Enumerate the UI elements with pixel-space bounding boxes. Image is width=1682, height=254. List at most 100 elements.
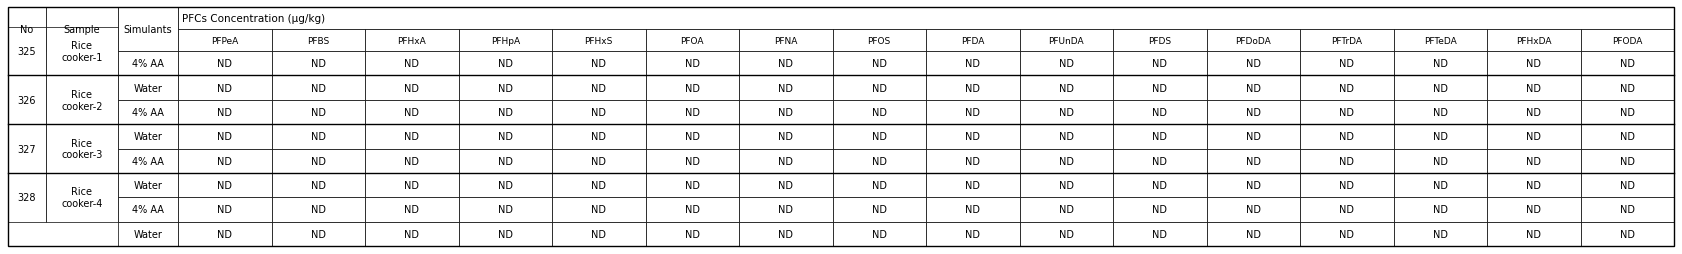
Text: ND: ND bbox=[1433, 83, 1448, 93]
Bar bbox=[118, 8, 178, 52]
Bar bbox=[738, 173, 833, 197]
Bar bbox=[1019, 52, 1113, 76]
Text: Simulants: Simulants bbox=[124, 25, 172, 35]
Text: ND: ND bbox=[404, 83, 419, 93]
Text: ND: ND bbox=[217, 180, 232, 190]
Bar bbox=[1581, 197, 1674, 222]
Text: 4% AA: 4% AA bbox=[133, 156, 163, 166]
Bar bbox=[1113, 173, 1206, 197]
Text: Rice
cooker-2: Rice cooker-2 bbox=[61, 90, 103, 111]
Text: PFDS: PFDS bbox=[1149, 36, 1171, 45]
Bar bbox=[45, 8, 118, 52]
Text: ND: ND bbox=[779, 132, 794, 142]
Bar bbox=[271, 173, 365, 197]
Bar bbox=[45, 27, 118, 76]
Text: ND: ND bbox=[404, 107, 419, 117]
Bar bbox=[552, 30, 646, 52]
Text: ND: ND bbox=[498, 83, 513, 93]
Text: ND: ND bbox=[498, 156, 513, 166]
Text: Water: Water bbox=[133, 83, 163, 93]
Bar bbox=[927, 222, 1019, 246]
Text: ND: ND bbox=[217, 205, 232, 215]
Text: ND: ND bbox=[1620, 229, 1635, 239]
Text: ND: ND bbox=[871, 132, 886, 142]
Bar bbox=[1113, 125, 1206, 149]
Bar bbox=[118, 173, 178, 197]
Text: ND: ND bbox=[1058, 132, 1073, 142]
Text: ND: ND bbox=[1152, 229, 1167, 239]
Text: ND: ND bbox=[965, 205, 981, 215]
Bar bbox=[365, 76, 459, 100]
Bar bbox=[927, 52, 1019, 76]
Text: PFPeA: PFPeA bbox=[212, 36, 239, 45]
Bar bbox=[1206, 30, 1300, 52]
Text: ND: ND bbox=[1339, 132, 1354, 142]
Bar bbox=[552, 100, 646, 125]
Text: 4% AA: 4% AA bbox=[133, 205, 163, 215]
Text: ND: ND bbox=[1246, 83, 1262, 93]
Text: ND: ND bbox=[1620, 132, 1635, 142]
Text: ND: ND bbox=[498, 107, 513, 117]
Bar bbox=[1113, 76, 1206, 100]
Text: PFHxDA: PFHxDA bbox=[1515, 36, 1551, 45]
Bar bbox=[1487, 197, 1581, 222]
Text: ND: ND bbox=[965, 156, 981, 166]
Bar bbox=[365, 173, 459, 197]
Bar bbox=[646, 76, 738, 100]
Text: 327: 327 bbox=[19, 144, 37, 154]
Bar bbox=[365, 149, 459, 173]
Bar bbox=[1393, 100, 1487, 125]
Text: ND: ND bbox=[1246, 180, 1262, 190]
Bar bbox=[738, 100, 833, 125]
Bar bbox=[1300, 125, 1393, 149]
Text: ND: ND bbox=[685, 229, 700, 239]
Bar bbox=[1206, 222, 1300, 246]
Text: ND: ND bbox=[1339, 107, 1354, 117]
Text: ND: ND bbox=[1526, 180, 1541, 190]
Text: ND: ND bbox=[1433, 107, 1448, 117]
Bar bbox=[45, 76, 118, 125]
Text: ND: ND bbox=[1526, 229, 1541, 239]
Bar bbox=[178, 30, 271, 52]
Text: ND: ND bbox=[1526, 132, 1541, 142]
Bar bbox=[1393, 30, 1487, 52]
Text: ND: ND bbox=[592, 180, 606, 190]
Text: ND: ND bbox=[685, 83, 700, 93]
Bar bbox=[1300, 149, 1393, 173]
Text: ND: ND bbox=[1058, 156, 1073, 166]
Bar bbox=[1393, 173, 1487, 197]
Bar bbox=[646, 30, 738, 52]
Bar bbox=[646, 100, 738, 125]
Bar bbox=[552, 52, 646, 76]
Text: ND: ND bbox=[311, 156, 326, 166]
Bar bbox=[1019, 125, 1113, 149]
Text: ND: ND bbox=[592, 107, 606, 117]
Bar bbox=[738, 222, 833, 246]
Text: ND: ND bbox=[1339, 229, 1354, 239]
Bar bbox=[271, 125, 365, 149]
Text: ND: ND bbox=[1620, 83, 1635, 93]
Bar bbox=[1113, 30, 1206, 52]
Bar bbox=[118, 222, 178, 246]
Text: 4% AA: 4% AA bbox=[133, 59, 163, 69]
Bar bbox=[738, 125, 833, 149]
Bar bbox=[118, 100, 178, 125]
Bar bbox=[1393, 149, 1487, 173]
Text: ND: ND bbox=[685, 205, 700, 215]
Text: ND: ND bbox=[1246, 156, 1262, 166]
Bar bbox=[1487, 149, 1581, 173]
Text: PFHxS: PFHxS bbox=[585, 36, 612, 45]
Text: Water: Water bbox=[133, 229, 163, 239]
Bar bbox=[271, 76, 365, 100]
Bar bbox=[1113, 222, 1206, 246]
Bar bbox=[1581, 76, 1674, 100]
Bar bbox=[1393, 222, 1487, 246]
Bar bbox=[1019, 30, 1113, 52]
Text: ND: ND bbox=[1433, 156, 1448, 166]
Text: ND: ND bbox=[1339, 180, 1354, 190]
Bar bbox=[927, 173, 1019, 197]
Bar bbox=[1487, 125, 1581, 149]
Text: ND: ND bbox=[592, 156, 606, 166]
Bar bbox=[1487, 173, 1581, 197]
Bar bbox=[1300, 197, 1393, 222]
